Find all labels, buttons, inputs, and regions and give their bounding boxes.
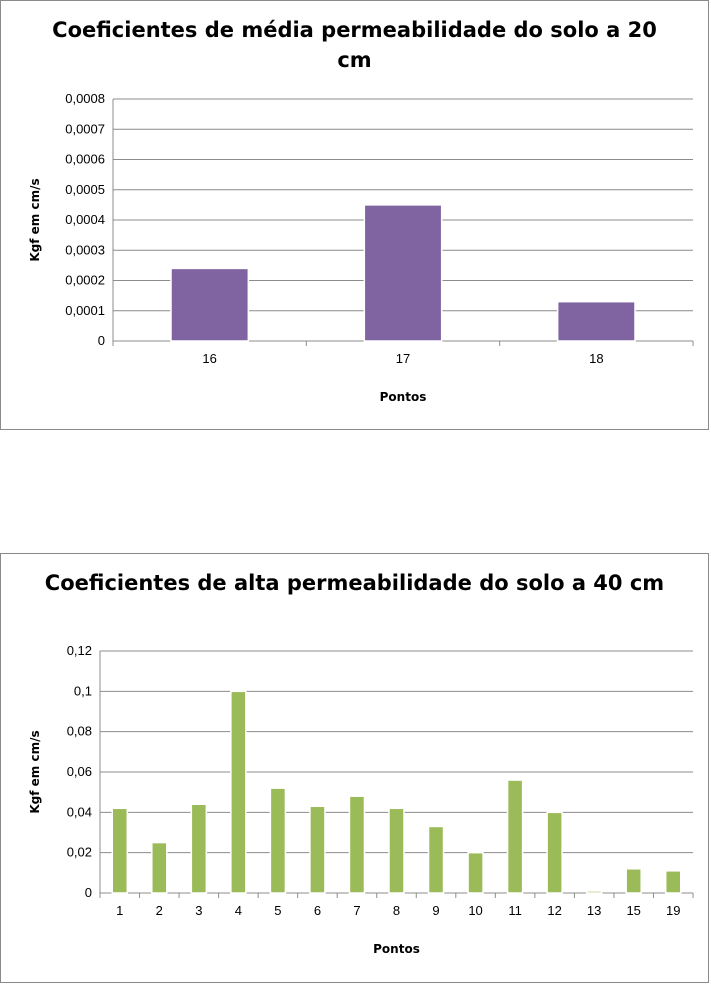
x-tick-label: 4 <box>235 903 242 918</box>
x-tick-label: 9 <box>432 903 439 918</box>
bar <box>348 795 366 894</box>
y-tick-label: 0,0001 <box>65 303 105 318</box>
x-tick-label: 17 <box>396 351 410 366</box>
x-tick-label: 5 <box>274 903 281 918</box>
y-tick-label: 0 <box>98 333 105 348</box>
y-tick-label: 0,12 <box>67 643 92 658</box>
chart-title: Coeficientes de alta permeabilidade do s… <box>44 571 665 595</box>
x-tick-label: 16 <box>202 351 216 366</box>
chart-plot-area: 0 0,0001 0,0002 0,0003 0,0004 0,0005 0,0006 0,0… <box>28 91 694 404</box>
x-axis-title: Pontos <box>380 390 427 404</box>
chart-title: Coeficientes de média permeabilidade do … <box>52 18 657 72</box>
y-axis-title: Kgf em cm/s <box>28 178 42 261</box>
y-tick-label: 0,06 <box>67 764 92 779</box>
x-tick-label: 10 <box>468 903 482 918</box>
chart-plot-area: 00,020,040,060,080,10,121 2 3 4 5 6 7 8 9 10 11 12 1… <box>28 643 694 956</box>
x-tick-label: 13 <box>587 903 601 918</box>
bar <box>467 851 484 894</box>
x-tick-label: 19 <box>666 903 680 918</box>
x-tick-label: 15 <box>626 903 640 918</box>
y-tick-label: 0,0008 <box>65 91 105 106</box>
x-tick-label: 1 <box>116 903 123 918</box>
y-tick-label: 0,0007 <box>65 121 105 136</box>
bar <box>427 825 445 894</box>
bar <box>363 204 443 342</box>
bar <box>546 811 563 894</box>
bar <box>170 267 250 342</box>
y-tick-label: 0 <box>85 885 92 900</box>
y-tick-label: 0,0005 <box>65 182 105 197</box>
y-tick-label: 0,08 <box>67 724 92 739</box>
bar <box>585 890 603 894</box>
y-tick-label: 0,0002 <box>65 273 105 288</box>
chart-permeability-20cm: Coeficientes de média permeabilidade do … <box>0 0 709 430</box>
y-tick-label: 0,04 <box>67 804 92 819</box>
x-tick-label: 11 <box>508 903 522 918</box>
bar <box>190 803 208 894</box>
y-tick-label: 0,0003 <box>65 242 105 257</box>
bar <box>151 841 168 894</box>
y-axis-title: Kgf em cm/s <box>28 730 42 813</box>
x-tick-label: 7 <box>353 903 360 918</box>
bar <box>230 690 247 894</box>
x-tick-label: 3 <box>195 903 202 918</box>
x-tick-label: 6 <box>314 903 321 918</box>
x-tick-label: 12 <box>547 903 561 918</box>
bar <box>664 870 682 894</box>
y-tick-label: 0,0004 <box>65 212 105 227</box>
bar <box>556 300 636 342</box>
chart-permeability-40cm: Coeficientes de alta permeabilidade do s… <box>0 553 709 983</box>
bar <box>388 807 405 894</box>
bar <box>111 807 129 894</box>
x-tick-label: 2 <box>156 903 163 918</box>
x-tick-label: 18 <box>589 351 603 366</box>
x-axis-title: Pontos <box>373 942 420 956</box>
bar <box>309 805 326 894</box>
y-tick-label: 0,0006 <box>65 152 105 167</box>
bar <box>625 868 642 894</box>
y-tick-label: 0,1 <box>74 683 92 698</box>
bar <box>506 779 524 894</box>
bar <box>269 787 287 894</box>
y-tick-label: 0,02 <box>67 845 92 860</box>
x-tick-label: 8 <box>393 903 400 918</box>
